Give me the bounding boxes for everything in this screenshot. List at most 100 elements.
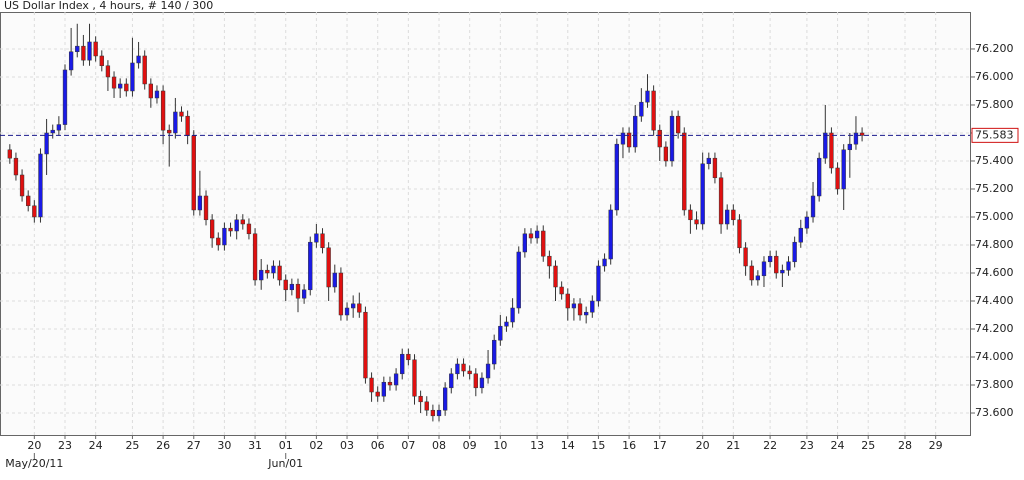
candle-body (400, 353, 405, 375)
candle-body (682, 132, 687, 211)
candle-body (246, 223, 252, 235)
candle-body (810, 195, 816, 218)
y-tick-label: 74.400 (975, 294, 1014, 307)
candle-body (191, 135, 196, 211)
candle-body (657, 129, 662, 148)
candle-body (841, 149, 846, 190)
x-tick-label: 28 (898, 439, 912, 452)
candle-body (62, 69, 68, 125)
candle-body (516, 251, 521, 309)
candle-body (467, 370, 472, 375)
candle-body (418, 395, 423, 403)
candle-body (185, 115, 190, 137)
chart-title: US Dollar Index , 4 hours, # 140 / 300 (4, 0, 213, 12)
candle-body (412, 359, 417, 397)
candle-body (528, 233, 534, 239)
candle-body (436, 409, 442, 417)
x-tick-label: 03 (340, 439, 354, 452)
candle-body (718, 177, 724, 225)
y-tick-label: 74.000 (975, 350, 1014, 363)
candle-body (142, 55, 147, 85)
candle-body (87, 41, 92, 61)
candle-body (584, 311, 589, 316)
candle-body (154, 90, 160, 99)
candle-body (68, 51, 74, 71)
candle-body (393, 373, 399, 386)
candle-body (222, 227, 227, 246)
candle-body (786, 261, 791, 271)
candle-body (479, 377, 485, 389)
candle-body (430, 409, 436, 417)
x-tick-label: 09 (463, 439, 477, 452)
candle-body (461, 363, 466, 372)
last-price-box (971, 127, 1019, 143)
candle-body (737, 219, 742, 249)
candle-body (504, 321, 509, 327)
y-tick-label: 74.800 (975, 238, 1014, 251)
candle-body (859, 132, 865, 136)
candle-body (271, 265, 276, 274)
candle-body (387, 381, 393, 386)
candle-body (761, 261, 767, 277)
candle-body (559, 286, 564, 295)
x-tick-label: 16 (622, 439, 636, 452)
candle-body (442, 387, 448, 411)
candle-body (804, 216, 810, 229)
candle-body (829, 132, 834, 169)
candle-body (13, 157, 19, 176)
candle-body (124, 83, 129, 92)
x-tick-label: 23 (800, 439, 814, 452)
x-tick-label: 27 (187, 439, 201, 452)
candle-body (314, 233, 319, 243)
y-tick-label: 75.400 (975, 154, 1014, 167)
candle-body (725, 209, 730, 225)
candle-body (289, 283, 295, 291)
candle-body (308, 241, 313, 291)
candle-body (774, 255, 779, 274)
x-tick-label: 23 (58, 439, 72, 452)
candle-body (823, 132, 828, 159)
candle-body (326, 247, 331, 288)
candle-body (749, 265, 754, 281)
candle-body (32, 205, 37, 218)
x-tick-label: 02 (309, 439, 323, 452)
x-tick-label: 08 (432, 439, 446, 452)
candle-body (663, 146, 669, 162)
candle-body (99, 55, 104, 67)
candle-body (798, 227, 803, 243)
candle-body (492, 339, 497, 365)
candle-body (56, 124, 62, 131)
candle-body (731, 209, 736, 221)
candle-body (111, 76, 117, 89)
candle-body (7, 149, 12, 159)
candle-body (381, 381, 386, 397)
candle-body (301, 289, 307, 299)
candle-body (105, 65, 111, 78)
candle-body (283, 279, 288, 291)
x-tick-label: 25 (861, 439, 875, 452)
candle-body (406, 353, 411, 361)
candle-body (614, 143, 619, 211)
candle-body (295, 283, 301, 299)
candle-body (626, 132, 632, 148)
last-price-label: 75.583 (975, 128, 1014, 141)
candle-body (485, 363, 491, 379)
x-tick-label: 13 (530, 439, 544, 452)
candle-body (363, 311, 368, 379)
candle-body (197, 195, 203, 211)
x-tick-label: 20 (696, 439, 710, 452)
x-tick-label: 20 (27, 439, 41, 452)
candle-body (780, 269, 785, 274)
candle-body (203, 195, 209, 221)
candle-body (522, 233, 528, 253)
candle-body (639, 101, 644, 117)
x-tick-label: 26 (156, 439, 170, 452)
candle-body (651, 90, 656, 131)
candle-body (216, 237, 221, 246)
x-tick-label: 07 (401, 439, 415, 452)
candle-body (424, 401, 429, 411)
candle-body (602, 258, 607, 267)
candle-body (173, 111, 178, 134)
y-tick-label: 73.800 (975, 378, 1014, 391)
candle-body (118, 83, 123, 89)
